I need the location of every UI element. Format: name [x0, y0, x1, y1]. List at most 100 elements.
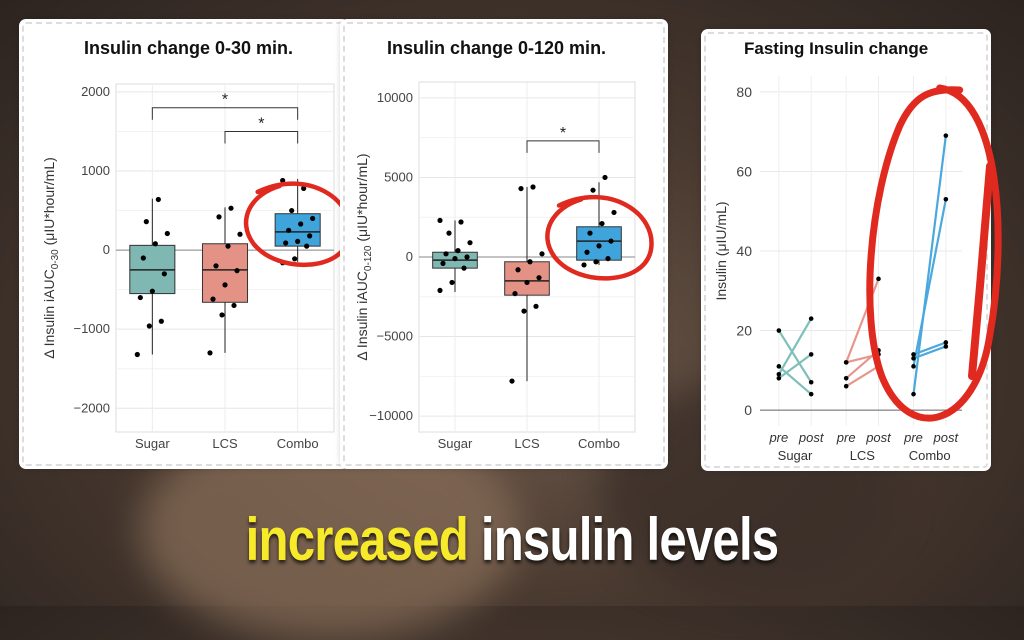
paired-line-sugar	[777, 329, 813, 383]
data-point	[602, 174, 608, 181]
data-point	[593, 259, 599, 265]
data-point	[464, 254, 470, 260]
data-point	[440, 260, 446, 266]
data-point	[298, 221, 304, 227]
data-point	[461, 265, 467, 271]
chart-title: Insulin change 0-120 min.	[387, 38, 607, 58]
x-group-label: Combo	[909, 448, 951, 463]
data-point	[449, 279, 455, 286]
data-point-post	[808, 316, 814, 321]
y-axis-label: Insulin (μIU/mL)	[713, 201, 729, 300]
data-point	[533, 303, 539, 309]
data-point-post	[943, 340, 949, 345]
data-point	[536, 275, 542, 281]
data-point	[304, 243, 310, 249]
x-tick-label: Sugar	[135, 436, 170, 451]
data-point	[216, 214, 222, 220]
data-point	[280, 177, 286, 184]
y-tick-label: −10000	[369, 408, 413, 423]
data-point	[210, 296, 216, 302]
data-point	[237, 231, 243, 237]
y-tick-label: 1000	[81, 163, 110, 178]
x-tick-label: LCS	[212, 436, 238, 451]
paired-line-lcs	[845, 365, 880, 388]
chart-title: Fasting Insulin change	[744, 39, 929, 58]
paired-line-sugar	[777, 318, 813, 375]
paired-line-combo	[912, 199, 947, 367]
data-point	[437, 217, 443, 224]
x-group-label: Sugar	[778, 448, 813, 463]
data-point-pre	[776, 328, 782, 333]
data-point	[295, 238, 301, 244]
data-point	[455, 248, 461, 254]
y-tick-label: 2000	[81, 84, 110, 99]
chart-panel-fasting: Fasting Insulin change 0 20 40 60 80 pre post S…	[704, 32, 1002, 468]
y-tick-label: 0	[406, 249, 413, 264]
data-point	[292, 256, 298, 262]
y-tick-label: 10000	[377, 90, 413, 105]
data-point	[509, 378, 515, 384]
caption-highlight: increased	[245, 506, 469, 573]
x-sublabel-pre: pre	[768, 430, 788, 445]
data-point	[143, 219, 149, 225]
significance-bracket	[224, 130, 299, 144]
data-point-post	[943, 133, 949, 138]
data-point	[222, 282, 228, 288]
x-sublabel-post: post	[865, 430, 892, 445]
data-point	[137, 294, 143, 301]
annotation-circle	[243, 181, 344, 267]
data-point-pre	[911, 364, 916, 369]
data-point-pre	[776, 375, 782, 381]
data-point	[149, 288, 155, 294]
data-point	[301, 185, 307, 191]
data-point	[515, 267, 521, 273]
data-point	[307, 233, 313, 239]
data-point	[161, 271, 167, 277]
data-point	[225, 243, 231, 249]
data-point	[530, 184, 536, 190]
y-tick-label: −5000	[376, 329, 413, 344]
y-tick-label: 20	[736, 323, 752, 339]
paired-line-combo	[913, 341, 947, 356]
y-tick-label: 80	[736, 84, 752, 100]
data-point	[228, 205, 234, 211]
y-axis-label: Δ Insulin iAUC0-120 (μIU*hour/mL)	[354, 153, 374, 360]
box-lcs	[201, 243, 249, 303]
data-point	[512, 290, 518, 297]
significance-star: *	[258, 115, 264, 132]
data-point	[524, 279, 530, 286]
data-point	[467, 240, 473, 246]
data-point-pre	[776, 364, 782, 369]
data-point	[283, 240, 289, 246]
box-lcs	[504, 261, 550, 296]
x-tick-label: LCS	[514, 436, 540, 451]
data-point	[446, 230, 452, 236]
data-point	[155, 196, 161, 203]
data-point	[152, 241, 158, 247]
data-point	[539, 251, 545, 257]
caption-rest: insulin levels	[480, 506, 779, 573]
paired-line-combo	[912, 135, 947, 395]
paired-line-sugar	[778, 365, 812, 396]
data-point	[310, 215, 316, 222]
significance-star: *	[222, 92, 228, 109]
y-tick-label: −2000	[73, 400, 110, 415]
data-point-post	[808, 379, 814, 385]
data-point-pre	[911, 356, 916, 361]
y-tick-label: −1000	[73, 321, 110, 336]
data-point-pre	[843, 383, 849, 389]
caption-text: increased insulin levels	[92, 505, 932, 574]
data-point	[134, 351, 140, 358]
significance-star: *	[560, 125, 566, 142]
data-point	[452, 255, 458, 262]
data-point	[286, 227, 292, 233]
data-point	[443, 251, 449, 257]
data-point	[521, 308, 527, 314]
data-point	[596, 243, 602, 249]
chart-title: Insulin change 0-30 min.	[84, 38, 294, 58]
data-point	[599, 220, 605, 227]
data-point-post	[876, 276, 881, 282]
y-tick-label: 0	[744, 402, 752, 418]
data-point-pre	[911, 352, 916, 357]
annotation-circle	[545, 194, 654, 281]
